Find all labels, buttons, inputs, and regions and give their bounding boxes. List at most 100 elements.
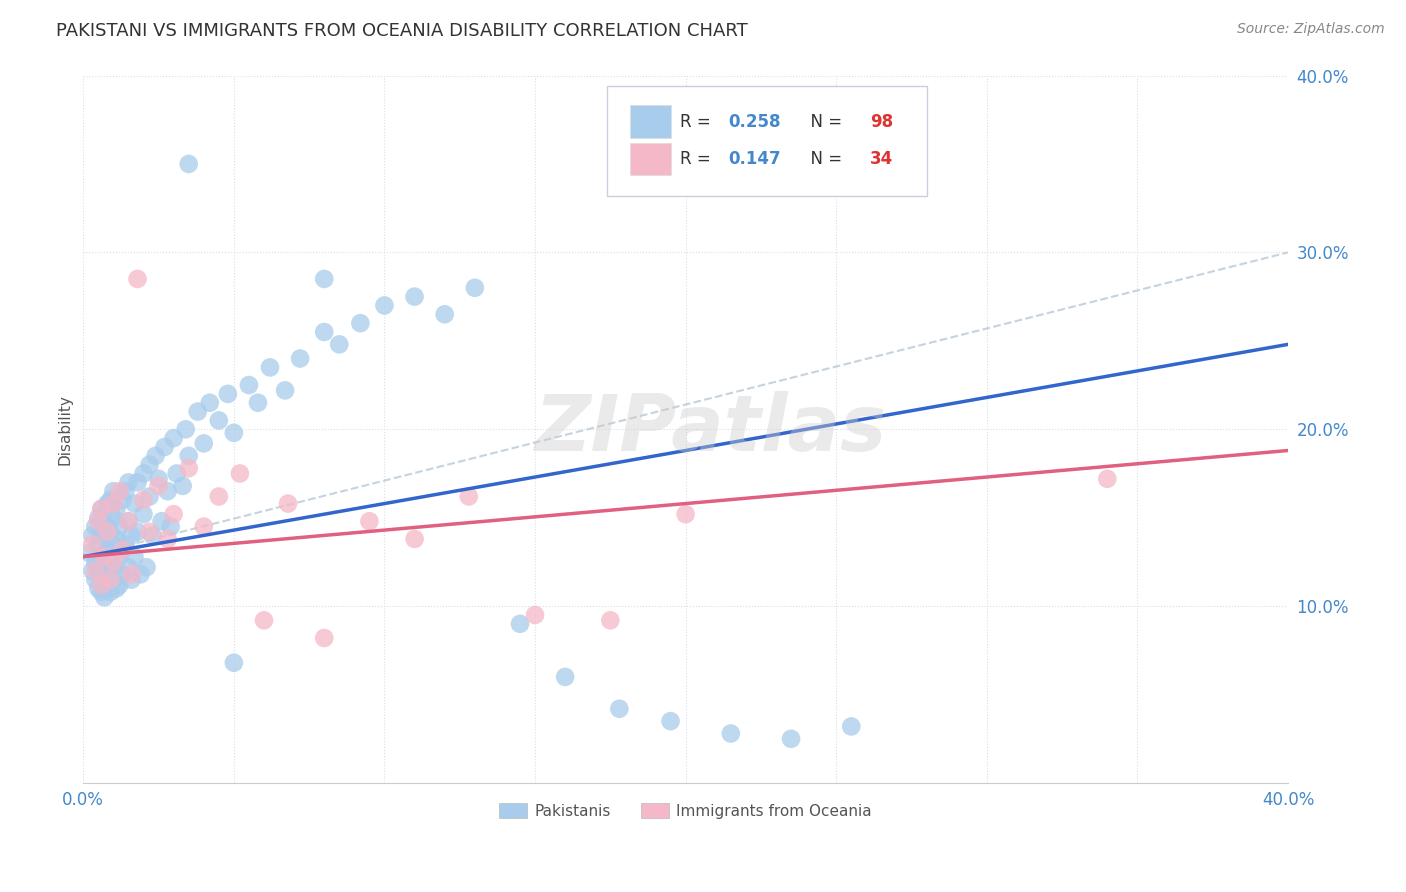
Point <box>229 467 252 481</box>
Text: 0.258: 0.258 <box>728 112 780 130</box>
Point <box>90 501 112 516</box>
Point <box>464 281 486 295</box>
Point <box>274 384 297 398</box>
Point <box>96 524 118 539</box>
Point <box>100 555 122 569</box>
Point <box>96 497 118 511</box>
Text: Source: ZipAtlas.com: Source: ZipAtlas.com <box>1237 22 1385 37</box>
Point <box>373 298 395 312</box>
Point <box>433 307 456 321</box>
Point <box>111 493 134 508</box>
Point <box>82 537 104 551</box>
Point <box>96 519 118 533</box>
Point <box>138 524 160 539</box>
Point <box>163 431 186 445</box>
Point <box>100 585 122 599</box>
Point <box>142 528 165 542</box>
Point <box>314 272 336 286</box>
Point <box>117 560 139 574</box>
Point <box>177 157 200 171</box>
Text: N =: N = <box>800 112 848 130</box>
Point <box>82 528 104 542</box>
Point <box>177 461 200 475</box>
Point <box>246 396 269 410</box>
Point <box>193 436 215 450</box>
Point <box>90 524 112 539</box>
Point <box>114 484 136 499</box>
Point <box>105 532 128 546</box>
Text: PAKISTANI VS IMMIGRANTS FROM OCEANIA DISABILITY CORRELATION CHART: PAKISTANI VS IMMIGRANTS FROM OCEANIA DIS… <box>56 22 748 40</box>
Point <box>121 567 143 582</box>
Point <box>1097 472 1119 486</box>
Point <box>117 514 139 528</box>
Point <box>222 656 245 670</box>
Point <box>84 573 107 587</box>
Point <box>174 422 197 436</box>
Point <box>114 537 136 551</box>
FancyBboxPatch shape <box>630 105 671 137</box>
Point <box>100 573 122 587</box>
Point <box>96 542 118 557</box>
FancyBboxPatch shape <box>630 143 671 176</box>
Y-axis label: Disability: Disability <box>58 394 72 465</box>
Text: N =: N = <box>800 150 848 168</box>
Point <box>253 613 276 627</box>
Point <box>103 560 125 574</box>
Point <box>103 497 125 511</box>
Point <box>103 555 125 569</box>
Point <box>359 514 381 528</box>
Point <box>314 325 336 339</box>
Point <box>554 670 576 684</box>
Point <box>132 493 155 508</box>
Point <box>93 514 115 528</box>
Point <box>138 458 160 472</box>
Point <box>172 479 194 493</box>
Point <box>127 524 149 539</box>
Point <box>675 507 697 521</box>
Point <box>135 560 157 574</box>
Point <box>108 578 131 592</box>
Point <box>111 542 134 557</box>
Point <box>124 497 146 511</box>
Point <box>187 404 209 418</box>
Point <box>87 567 110 582</box>
Text: 98: 98 <box>870 112 893 130</box>
Point <box>132 467 155 481</box>
Point <box>127 272 149 286</box>
Point <box>121 573 143 587</box>
Point <box>103 537 125 551</box>
Text: R =: R = <box>679 112 716 130</box>
Point <box>599 613 621 627</box>
Point <box>177 449 200 463</box>
Point <box>166 467 188 481</box>
Point <box>117 514 139 528</box>
Point <box>404 290 426 304</box>
Point <box>93 549 115 564</box>
Point <box>259 360 281 375</box>
Point <box>84 519 107 533</box>
Text: 0.147: 0.147 <box>728 150 780 168</box>
Point <box>129 567 152 582</box>
Point <box>163 507 186 521</box>
Point <box>108 484 131 499</box>
Point <box>839 719 862 733</box>
Text: R =: R = <box>679 150 716 168</box>
Point <box>93 591 115 605</box>
Point <box>238 378 260 392</box>
Point <box>288 351 311 366</box>
Point <box>208 490 231 504</box>
Point <box>138 490 160 504</box>
Point <box>609 702 631 716</box>
Point <box>103 573 125 587</box>
Point <box>150 514 173 528</box>
Point <box>90 585 112 599</box>
Point <box>156 484 179 499</box>
Point <box>79 546 101 560</box>
Point <box>111 542 134 557</box>
Point <box>159 519 181 533</box>
Point <box>93 573 115 587</box>
Point <box>193 519 215 533</box>
Point <box>93 560 115 574</box>
Point <box>127 475 149 490</box>
Point <box>720 726 742 740</box>
